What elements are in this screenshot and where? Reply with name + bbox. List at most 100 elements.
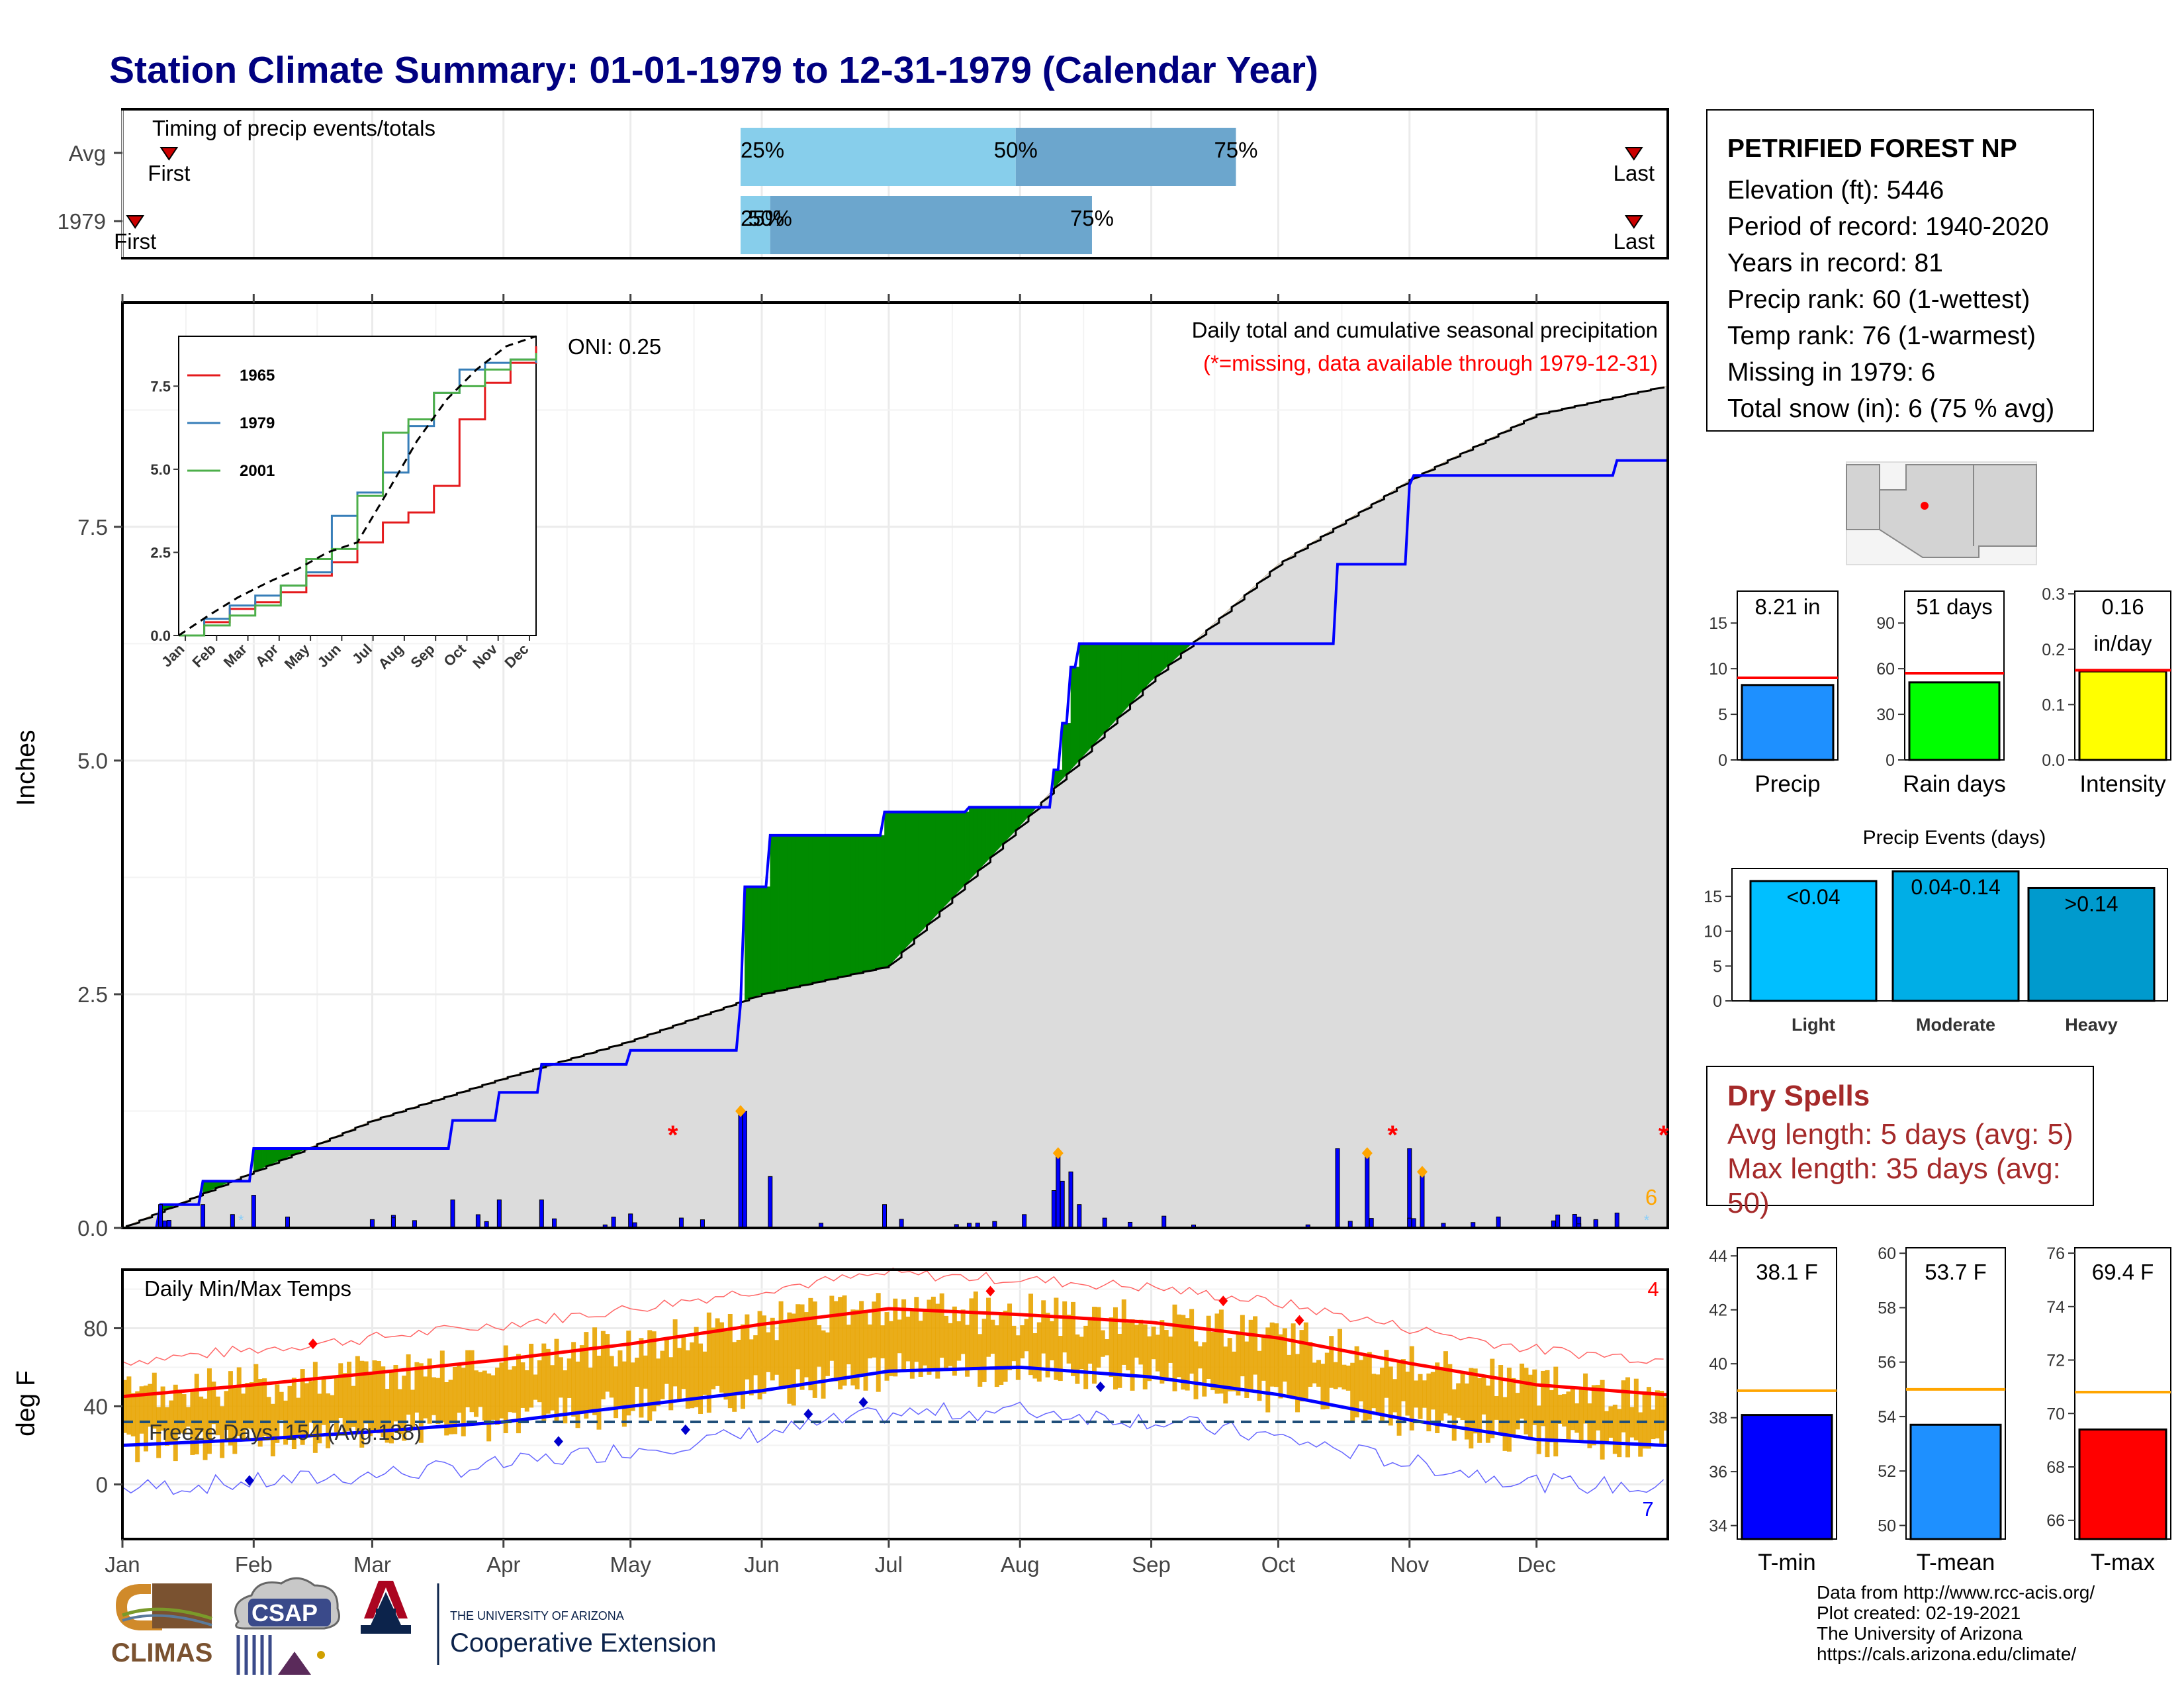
daily-temp-bar [1451,1389,1457,1441]
precip-diff-fill [842,835,847,977]
daily-precip-bar [1022,1214,1027,1229]
temp-ytick-label: 0 [96,1472,108,1497]
daily-temp-bar [1151,1327,1156,1360]
last-label: Last [1614,229,1655,254]
daily-temp-bar [948,1323,953,1366]
month-label: Dec [1517,1552,1556,1577]
daily-precip-bar [1161,1215,1167,1229]
temp-bar-ytick-label: 34 [1709,1517,1727,1536]
daily-temp-bar [330,1395,335,1422]
daily-temp-bar [1532,1369,1537,1425]
daily-temp-bar [1638,1412,1643,1457]
precip-diff-fill [1096,643,1101,743]
daily-temp-bar [1257,1350,1262,1401]
month-label: Jun [744,1552,779,1577]
temp-lines [122,1267,1668,1495]
events-bar-2 [2027,886,2156,1002]
daily-temp-bar [563,1370,568,1424]
daily-temp-bar [880,1325,886,1358]
daily-max-marker [1052,1147,1064,1160]
daily-temp-bar [253,1364,259,1441]
daily-temp-bar [461,1368,466,1436]
daily-temp-bar [469,1350,475,1413]
precip-diff-fill [821,835,826,982]
daily-temp-bar [1244,1341,1250,1398]
mini-ytick-label: 30 [1876,706,1895,724]
daily-temp-bar [1083,1325,1089,1389]
precip-diff-fill [1146,643,1152,686]
daily-temp-bar [1388,1366,1393,1426]
daily-temp-bar [533,1374,538,1400]
daily-temp-bar [1032,1333,1038,1379]
precip-diff-fill [770,835,775,993]
month-axis: Jan Feb Mar Apr May Jun Jul Aug Sep Oct Nov Dec [105,1539,1556,1577]
daily-precip-bar [450,1199,455,1229]
missing-marker: * [1659,1121,1669,1150]
daily-temp-bar [1379,1368,1385,1423]
first-label: First [114,229,156,254]
daily-temp-bar [1477,1378,1482,1443]
events-ytick-label: 0 [1713,992,1722,1011]
daily-temp-bar [1591,1385,1596,1446]
daily-temp-bar [1418,1374,1423,1419]
precip-diff-fill [956,812,961,895]
daily-temp-bar [1329,1336,1334,1388]
mini-value-label-0: 8.21 in [1754,594,1820,619]
daily-temp-bar [1003,1310,1008,1382]
precip-diff-fill [1113,643,1118,724]
daily-temp-bar [1091,1307,1097,1384]
dry-spells-box: Dry Spells Avg length: 5 days (avg: 5) M… [1706,1066,2094,1219]
daily-temp-bar [1070,1301,1075,1376]
temp-bar-value-1: 53.7 F [1925,1260,1987,1284]
daily-precip-bar [230,1214,235,1229]
daily-temp-bar [372,1360,377,1430]
daily-temp-bar [1566,1391,1571,1440]
precip-diff-fill [981,807,987,868]
daily-precip-bar [1365,1152,1370,1229]
daily-temp-bar [812,1301,817,1398]
precip-diff-fill [913,812,919,940]
daily-temp-bar [656,1358,661,1406]
precip-frame [121,301,1669,1229]
daily-temp-bar [1371,1374,1377,1409]
daily-temp-bar [558,1357,563,1398]
daily-temp-bar [499,1362,504,1419]
timing-p50-label: 50% [994,138,1038,162]
daily-precip-bar [1411,1218,1416,1229]
daily-temp-bar [245,1383,250,1429]
daily-temp-bar [630,1362,635,1411]
precip-y-axis: 0.0 2.5 5.0 7.5 [77,294,1538,1241]
daily-temp-bar [838,1297,843,1389]
precip-diff-fill [880,835,885,968]
precip-diff-fill [867,835,872,972]
precip-diff-fill [761,886,766,995]
daily-temp-bar [1439,1366,1444,1421]
events-ytick-label: 10 [1704,923,1722,941]
daily-temp-bar [503,1345,508,1434]
daily-temp-bar [1651,1409,1656,1440]
daily-temp-bar [1350,1362,1355,1423]
daily-temp-bar [1312,1362,1317,1383]
daily-temp-bar [1109,1317,1114,1378]
daily-temp-bar [1536,1405,1541,1454]
daily-temp-bar [796,1304,801,1370]
daily-temp-bar [905,1317,911,1362]
precip-events-chart: Precip Events (days) 0 5 10 15 <0.04 Light 0.04… [1704,827,2168,1035]
precip-diff-fill [1151,643,1156,682]
daily-temp-bar [698,1343,704,1415]
daily-temp-bar [960,1309,966,1354]
daily-temp-bar [1185,1318,1190,1391]
daily-temp-bar [884,1312,889,1381]
events-category-2: Heavy [2065,1015,2118,1035]
timing-p75-label: 75% [1070,206,1114,230]
daily-temp-bar [817,1325,822,1367]
missing-marker: * [1387,1121,1398,1150]
inset-line-1979 [179,358,537,637]
daily-temp-bar [321,1379,326,1425]
min-record-count: 7 [1642,1497,1653,1521]
daily-temp-bar [1299,1330,1304,1402]
daily-temp-bar [1494,1395,1499,1420]
daily-temp-bar [1274,1323,1279,1387]
daily-temp-bar [1214,1313,1220,1394]
